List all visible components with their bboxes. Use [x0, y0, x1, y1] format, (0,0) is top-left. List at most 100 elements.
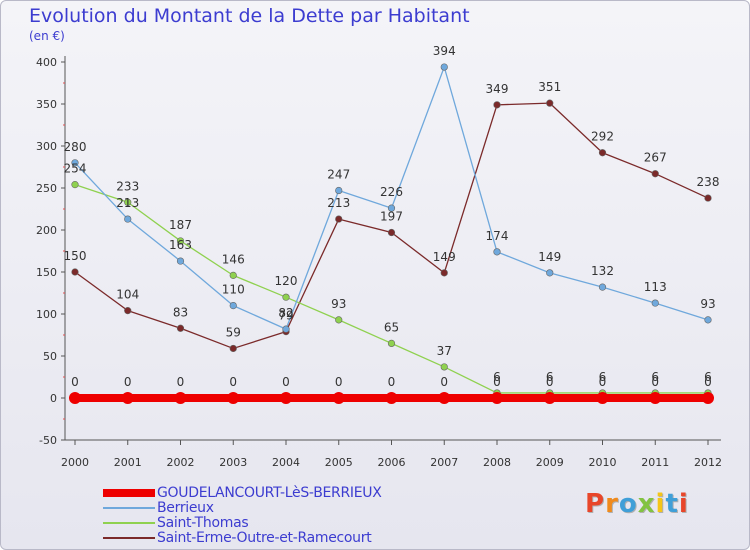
- data-label-saint-thomas: 6: [599, 370, 607, 384]
- data-point-saint-erme: [229, 344, 237, 353]
- data-point-saint-erme: [387, 228, 396, 237]
- data-point-saint-thomas: [176, 237, 185, 245]
- data-label-saint-erme: 351: [538, 80, 561, 94]
- data-point-saint-erme: [651, 170, 659, 178]
- data-point-saint-erme: [704, 194, 712, 202]
- data-point-saint-erme: [176, 324, 185, 332]
- data-label-berrieux: 149: [538, 250, 561, 264]
- y-tick-label: 50: [43, 350, 57, 363]
- data-label-saint-erme: 104: [116, 288, 139, 302]
- data-point-goudelancourt: [438, 392, 451, 404]
- legend-label-goudelancourt: GOUDELANCOURT-LèS-BERRIEUX: [157, 485, 382, 501]
- data-label-berrieux: 394: [433, 44, 456, 58]
- data-point-berrieux: [493, 248, 501, 256]
- data-point-goudelancourt: [174, 392, 187, 404]
- data-label-berrieux: 163: [169, 238, 192, 252]
- data-point-goudelancourt: [649, 392, 662, 404]
- data-label-saint-thomas: 37: [437, 344, 452, 358]
- data-point-berrieux: [71, 159, 79, 167]
- y-tick-label: 400: [36, 56, 57, 69]
- x-tick-label: 2003: [219, 456, 247, 469]
- chart-unit-label: (en €): [29, 29, 65, 43]
- legend-label-saint-erme: Saint-Erme-Outre-et-Ramecourt: [157, 530, 372, 546]
- proxiti-logo: Proxiti: [585, 489, 689, 519]
- data-point-berrieux: [440, 63, 448, 71]
- logo-letter: o: [618, 489, 638, 519]
- line-chart-plot: -50 0 50 100 150 200 250 300 350 400 2000 2001 2002 2…: [36, 44, 722, 469]
- data-label-saint-thomas: 6: [651, 370, 659, 384]
- data-label-berrieux: 174: [486, 229, 509, 243]
- data-label-saint-erme: 349: [486, 82, 509, 96]
- chart-series: [69, 63, 714, 404]
- data-label-saint-erme: 83: [173, 305, 188, 319]
- logo-letter: t: [665, 489, 679, 519]
- data-point-goudelancourt: [69, 392, 81, 404]
- data-point-saint-erme: [493, 101, 501, 109]
- data-label-berrieux: 110: [222, 283, 245, 297]
- data-label-saint-erme: 267: [644, 151, 667, 165]
- data-point-saint-erme: [71, 268, 79, 276]
- chart-axes: -50 0 50 100 150 200 250 300 350 400 2000 2001 2002 2…: [36, 56, 722, 469]
- data-label-saint-thomas: 6: [704, 370, 712, 384]
- data-label-goudelancourt: 0: [440, 375, 448, 389]
- data-point-berrieux: [124, 215, 132, 223]
- y-tick-label: 300: [36, 140, 57, 153]
- logo-letter: i: [655, 489, 666, 519]
- logo-letter: x: [637, 489, 656, 519]
- data-label-saint-erme: 150: [64, 249, 87, 263]
- data-label-saint-thomas: 233: [116, 179, 139, 193]
- data-label-saint-thomas: 120: [275, 274, 298, 288]
- data-label-goudelancourt: 0: [704, 375, 712, 389]
- data-label-berrieux: 247: [327, 168, 350, 182]
- x-tick-label: 2009: [536, 456, 564, 469]
- data-point-saint-thomas: [335, 316, 343, 324]
- data-label-goudelancourt: 0: [388, 375, 396, 389]
- data-label-berrieux: 213: [116, 196, 139, 210]
- x-tick-label: 2001: [114, 456, 142, 469]
- data-point-goudelancourt: [543, 392, 556, 404]
- data-point-saint-thomas: [124, 198, 132, 206]
- x-tick-label: 2010: [589, 456, 617, 469]
- data-point-saint-thomas: [71, 181, 79, 189]
- data-point-goudelancourt: [280, 392, 292, 404]
- data-point-saint-thomas: [440, 363, 448, 371]
- x-tick-label: 2005: [325, 456, 353, 469]
- x-tick-label: 2011: [641, 456, 669, 469]
- data-point-goudelancourt: [491, 392, 503, 404]
- chart-title: Evolution du Montant de la Dette par Hab…: [29, 5, 470, 27]
- data-label-goudelancourt: 0: [229, 375, 237, 389]
- data-point-berrieux: [335, 186, 343, 195]
- data-label-goudelancourt: 0: [651, 375, 659, 389]
- y-tick-label: 0: [50, 392, 57, 405]
- x-tick-label: 2007: [430, 456, 458, 469]
- data-point-berrieux: [229, 302, 237, 310]
- data-point-saint-thomas: [229, 271, 237, 279]
- data-label-berrieux: 82: [278, 306, 293, 320]
- data-point-berrieux: [651, 299, 659, 307]
- data-label-berrieux: 113: [644, 280, 667, 294]
- data-label-saint-thomas: 65: [384, 320, 399, 334]
- y-tick-label: 150: [36, 266, 57, 279]
- x-tick-label: 2008: [483, 456, 511, 469]
- data-point-saint-thomas: [282, 293, 290, 301]
- data-point-goudelancourt: [332, 392, 345, 404]
- logo-letter: P: [585, 489, 606, 519]
- data-point-goudelancourt: [121, 392, 134, 404]
- data-point-berrieux: [387, 204, 396, 212]
- data-point-saint-erme: [598, 149, 607, 157]
- data-label-berrieux: 132: [591, 264, 614, 278]
- data-label-goudelancourt: 0: [493, 375, 501, 389]
- legend-swatch-saint-erme: [103, 537, 155, 539]
- data-label-saint-erme: 292: [591, 130, 614, 144]
- chart-data-labels: 0 0 0 0 0 0 0 0 0 0 0 0 0 280 213 163 110 82 247 226 394 174 1…: [64, 44, 720, 389]
- data-point-saint-erme: [440, 269, 448, 277]
- y-tick-label: 350: [36, 98, 57, 111]
- data-label-berrieux: 93: [700, 297, 715, 311]
- data-label-goudelancourt: 0: [124, 375, 132, 389]
- data-point-goudelancourt: [227, 392, 240, 404]
- data-label-saint-thomas: 254: [64, 162, 87, 176]
- data-point-berrieux: [598, 283, 607, 291]
- y-tick-label: 100: [36, 308, 57, 321]
- data-label-goudelancourt: 0: [71, 375, 79, 389]
